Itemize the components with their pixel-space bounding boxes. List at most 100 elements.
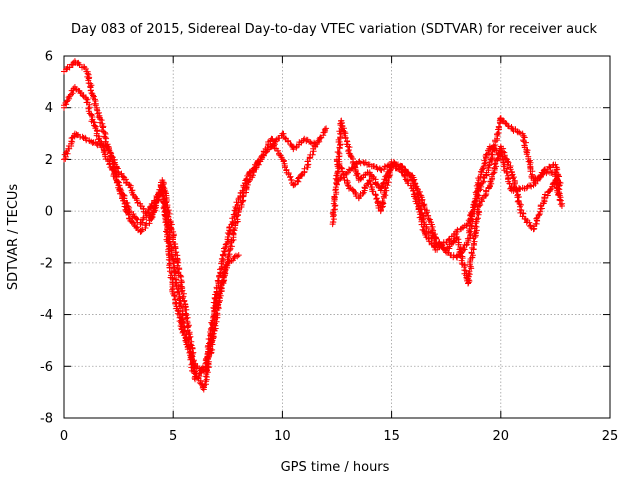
y-tick-label: 6 xyxy=(45,50,53,65)
data-marker-run xyxy=(115,170,132,188)
data-marker-run xyxy=(497,145,515,175)
data-marker-run xyxy=(171,292,186,336)
data-marker-run xyxy=(83,137,99,146)
data-marker-run xyxy=(73,131,89,141)
data-marker-run xyxy=(345,183,362,201)
data-marker-run xyxy=(258,137,274,161)
data-marker-run xyxy=(213,236,232,291)
data-marker-run xyxy=(454,222,470,233)
chart-title: Day 083 of 2015, Sidereal Day-to-day VTE… xyxy=(71,22,597,37)
series-track-c xyxy=(61,130,242,375)
y-tick-label: 4 xyxy=(45,101,53,116)
data-marker-run xyxy=(138,217,153,235)
data-marker-run xyxy=(377,163,395,214)
y-tick-label: -6 xyxy=(40,360,53,375)
data-marker-run xyxy=(301,144,319,175)
data-point xyxy=(552,161,559,168)
data-marker-run xyxy=(401,171,417,192)
data-marker-run xyxy=(444,235,459,252)
data-marker-run xyxy=(224,196,242,238)
data-marker-run xyxy=(368,163,383,173)
x-tick-label: 5 xyxy=(169,429,177,444)
x-tick-label: 0 xyxy=(60,429,68,444)
data-marker-run xyxy=(246,157,264,175)
data-marker-run xyxy=(280,157,297,188)
y-axis-label: SDTVAR / TECUs xyxy=(6,184,21,291)
y-tick-label: 0 xyxy=(45,205,53,220)
data-marker-run xyxy=(329,119,345,226)
data-marker-run xyxy=(128,209,144,226)
x-tick-label: 15 xyxy=(383,429,400,444)
data-marker-run xyxy=(237,170,253,201)
data-marker-run xyxy=(508,171,527,217)
data-marker-run xyxy=(291,170,306,188)
data-marker-run xyxy=(73,86,87,100)
data-marker-run xyxy=(93,106,111,149)
data-marker-run xyxy=(269,136,285,161)
data-marker-run xyxy=(338,118,351,148)
data-marker-run xyxy=(410,176,427,226)
data-marker-run xyxy=(169,234,188,304)
data-marker-run xyxy=(464,203,483,284)
data-marker-run xyxy=(170,260,188,330)
x-axis-label: GPS time / hours xyxy=(281,460,390,475)
x-tick-label: 20 xyxy=(493,429,510,444)
y-tick-label: 2 xyxy=(45,153,53,168)
data-marker-run xyxy=(106,157,121,186)
data-marker-run xyxy=(83,95,101,135)
data-point xyxy=(465,280,472,287)
y-tick-label: -2 xyxy=(40,256,53,271)
x-tick-label: 25 xyxy=(602,429,619,444)
data-marker-run xyxy=(519,213,537,232)
data-marker-run xyxy=(422,221,438,244)
data-marker-run xyxy=(553,164,564,186)
data-marker-run xyxy=(487,145,505,187)
data-marker-run xyxy=(346,160,361,174)
data-marker-run xyxy=(389,161,405,170)
y-tick-label: -8 xyxy=(40,412,53,427)
ticks xyxy=(63,55,611,419)
data-points xyxy=(61,58,566,393)
data-marker-run xyxy=(182,334,199,368)
x-tick-label: 10 xyxy=(274,429,291,444)
data-marker-run xyxy=(127,217,144,234)
series-track-a xyxy=(61,58,319,393)
data-marker-run xyxy=(303,136,318,147)
data-marker-run xyxy=(83,68,99,109)
data-marker-run xyxy=(521,182,535,192)
data-marker-run xyxy=(127,182,144,207)
data-point xyxy=(432,239,439,246)
data-marker-run xyxy=(520,132,537,182)
data-point xyxy=(126,208,133,215)
tick-labels: 0 5 10 15 20 25 -8 -6 -4 -2 0 2 4 6 xyxy=(40,50,618,445)
data-point xyxy=(556,182,563,189)
data-marker-run xyxy=(104,144,121,175)
data-marker-run xyxy=(72,59,88,71)
grid xyxy=(64,56,610,418)
data-marker-run xyxy=(531,167,547,187)
plot-frame xyxy=(63,55,611,419)
data-marker-run xyxy=(444,249,460,261)
data-marker-run xyxy=(213,262,231,304)
data-marker-run xyxy=(312,126,329,149)
series-track-f xyxy=(334,143,566,287)
data-point xyxy=(235,252,242,259)
data-marker-run xyxy=(116,182,133,213)
data-marker-run xyxy=(226,252,241,265)
data-marker-run xyxy=(160,184,176,295)
data-marker-run xyxy=(531,197,548,232)
y-tick-label: -4 xyxy=(40,308,53,323)
data-marker-run xyxy=(475,145,494,182)
data-point xyxy=(486,182,493,189)
data-marker-run xyxy=(202,301,220,373)
series-track-b xyxy=(61,84,330,383)
data-marker-run xyxy=(476,183,493,208)
data-marker-run xyxy=(453,235,472,286)
data-marker-run xyxy=(280,130,296,150)
data-point xyxy=(323,125,330,132)
data-marker-run xyxy=(366,178,384,213)
data-marker-run xyxy=(464,179,482,244)
data-point xyxy=(558,202,565,209)
data-marker-run xyxy=(399,166,416,179)
